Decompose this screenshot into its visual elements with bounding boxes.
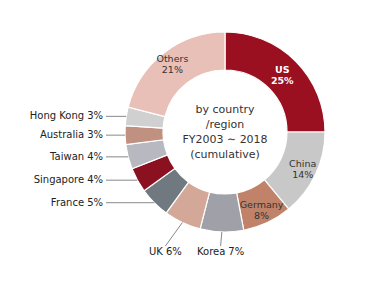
value-label: 25% [271,75,294,86]
slice-label: Taiwan4% [49,151,103,162]
slice [237,180,289,230]
category-label: Taiwan [49,151,84,162]
slice-label: Singapore4% [34,174,103,185]
leader-line [106,202,154,203]
category-label: Singapore [34,174,84,185]
value-label: 3% [87,129,103,140]
value-label: 21% [162,64,183,75]
value-label: 7% [228,246,244,257]
leader-line [106,156,128,157]
leader-line [221,232,222,246]
slice-label: Australia3% [40,129,103,140]
value-label: 6% [166,246,182,257]
labels: US25%China14%Germany8%Korea7%UK6%France5… [30,53,317,257]
value-label: 5% [87,197,103,208]
category-label: Korea [197,246,225,257]
slice-label: UK6% [149,246,182,257]
slice-label: China14% [289,158,316,180]
category-label: France [51,197,84,208]
leader-line [106,116,126,117]
value-label: 4% [87,151,103,162]
slice-label: US25% [271,64,294,86]
chart-container: US25%China14%Germany8%Korea7%UK6%France5… [0,0,375,293]
leader-line [165,222,182,246]
value-label: 3% [87,110,103,121]
center-text: by country/region FY2003 ∼ 2018 (cumulativ… [182,103,267,161]
slice [125,126,163,145]
value-label: 8% [254,210,269,221]
category-label: China [289,158,316,169]
slice-label: Others21% [156,53,188,75]
slice-label: France5% [51,197,103,208]
center-text-line: /region [206,118,245,131]
center-text-line: (cumulative) [190,148,260,161]
slice-label: Korea7% [197,246,244,257]
value-label: 4% [87,174,103,185]
center-text-line: FY2003 ∼ 2018 [182,133,267,146]
value-label: 14% [292,169,313,180]
category-label: Hong Kong [30,110,84,121]
slice-label: Germany8% [240,199,284,221]
center-text-line: by country [195,103,255,116]
slice-label: Hong Kong3% [30,110,103,121]
leader-line [106,180,137,181]
category-label: US [275,64,290,75]
donut-chart: US25%China14%Germany8%Korea7%UK6%France5… [0,0,375,293]
category-label: Others [156,53,188,64]
leader-line [106,135,125,136]
category-label: UK [149,246,163,257]
category-label: Australia [40,129,84,140]
slices [125,32,325,232]
category-label: Germany [240,199,284,210]
